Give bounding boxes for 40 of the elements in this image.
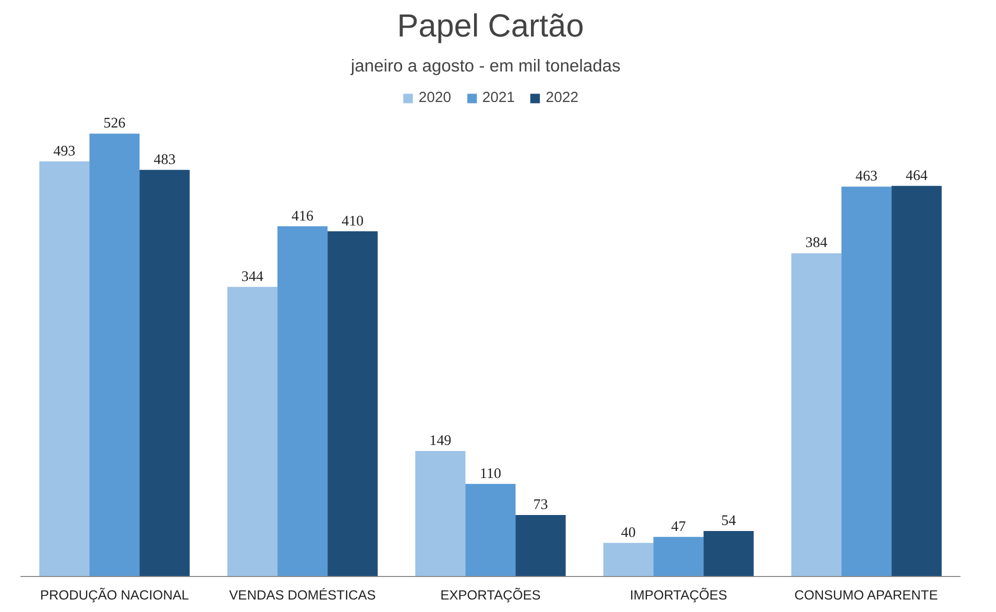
x-tick-label: EXPORTAÇÕES [440, 588, 541, 602]
legend-label: 2020 [418, 90, 452, 106]
bar [227, 286, 278, 576]
data-label: 410 [342, 213, 364, 230]
data-label: 73 [533, 497, 548, 514]
data-label: 110 [480, 466, 502, 482]
bar [140, 170, 190, 576]
bar [465, 484, 516, 576]
data-label: 47 [671, 518, 686, 535]
data-label: 54 [721, 513, 737, 530]
data-label: 384 [805, 235, 828, 252]
data-label: 464 [906, 168, 928, 184]
data-label: 493 [53, 143, 76, 160]
bar [603, 542, 654, 576]
bar [277, 226, 328, 576]
data-label: 483 [154, 152, 176, 168]
data-label: 416 [292, 208, 314, 224]
data-label: 526 [104, 116, 126, 132]
bar [39, 161, 90, 576]
bar [791, 253, 842, 576]
data-label: 463 [856, 168, 878, 185]
data-label: 40 [621, 524, 636, 541]
bar [892, 186, 942, 576]
legend-label: 2022 [546, 90, 578, 106]
bar [89, 134, 140, 576]
bar [328, 231, 378, 576]
bar [516, 515, 566, 576]
x-tick-label: VENDAS DOMÉSTICAS [229, 588, 376, 602]
chart-subtitle: janeiro a agosto - em mil toneladas [350, 56, 621, 76]
chart-title: Papel Cartão [397, 8, 584, 44]
legend-label: 2021 [482, 90, 515, 106]
x-tick-label: CONSUMO APARENTE [794, 588, 938, 602]
bar [841, 186, 892, 576]
x-tick-label: PRODUÇÃO NACIONAL [40, 588, 189, 602]
x-tick-label: IMPORTAÇÕES [630, 588, 728, 602]
data-label: 344 [241, 268, 264, 285]
bar [653, 536, 704, 576]
data-label: 149 [429, 433, 452, 450]
bar [415, 451, 466, 576]
bar [704, 531, 754, 576]
